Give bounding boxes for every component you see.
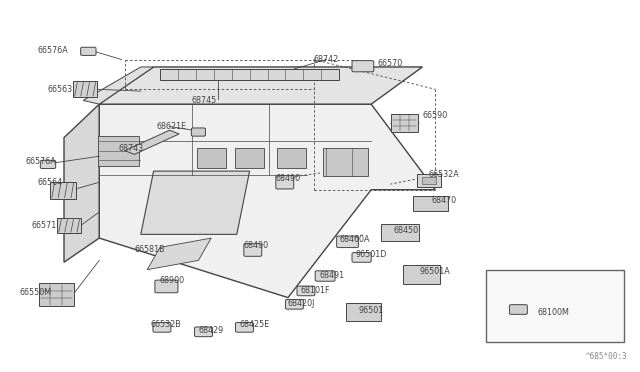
Text: 68900: 68900: [160, 276, 185, 285]
FancyBboxPatch shape: [315, 271, 335, 281]
FancyBboxPatch shape: [155, 280, 178, 293]
FancyBboxPatch shape: [297, 286, 315, 296]
Text: 68490: 68490: [275, 174, 300, 183]
Bar: [413, 196, 449, 211]
Polygon shape: [147, 238, 211, 270]
FancyBboxPatch shape: [40, 160, 56, 169]
Polygon shape: [64, 104, 99, 262]
Bar: [236, 148, 264, 168]
FancyBboxPatch shape: [195, 327, 212, 337]
FancyBboxPatch shape: [352, 61, 374, 72]
Text: 66581B: 66581B: [134, 245, 165, 254]
Bar: [50, 182, 76, 199]
FancyBboxPatch shape: [285, 299, 303, 309]
Bar: [417, 174, 441, 187]
FancyBboxPatch shape: [191, 128, 205, 136]
Text: 68745: 68745: [192, 96, 217, 105]
Text: 66590: 66590: [422, 111, 447, 120]
Text: 68450: 68450: [394, 226, 419, 235]
Text: 96501D: 96501D: [355, 250, 387, 259]
Polygon shape: [141, 171, 250, 234]
Bar: [422, 176, 436, 184]
Bar: [57, 218, 81, 233]
Bar: [403, 265, 440, 284]
FancyBboxPatch shape: [236, 323, 253, 332]
Bar: [391, 114, 418, 132]
Text: 68429: 68429: [198, 326, 223, 335]
Polygon shape: [99, 67, 422, 104]
Text: 66576A: 66576A: [37, 46, 68, 55]
Text: 68742: 68742: [314, 55, 339, 64]
Polygon shape: [99, 104, 435, 298]
FancyBboxPatch shape: [352, 253, 371, 262]
FancyBboxPatch shape: [81, 47, 96, 55]
Text: ^685*00:3: ^685*00:3: [586, 352, 627, 361]
Bar: [486, 270, 624, 342]
Bar: [160, 69, 339, 80]
Text: 66532A: 66532A: [429, 170, 460, 179]
Polygon shape: [125, 130, 179, 154]
Bar: [346, 303, 381, 321]
Text: 68100M: 68100M: [538, 308, 570, 317]
Text: 66571: 66571: [32, 221, 57, 230]
Text: 68420J: 68420J: [288, 299, 316, 308]
Text: 68101F: 68101F: [301, 286, 330, 295]
Text: 66576A: 66576A: [26, 157, 56, 166]
Text: 66564: 66564: [37, 178, 62, 187]
Bar: [38, 283, 74, 306]
Text: 68743: 68743: [118, 144, 143, 153]
Text: 68490: 68490: [243, 241, 268, 250]
FancyBboxPatch shape: [276, 176, 294, 189]
Text: 68621E: 68621E: [157, 122, 187, 131]
FancyBboxPatch shape: [337, 236, 358, 248]
Text: 96501A: 96501A: [419, 267, 450, 276]
FancyBboxPatch shape: [509, 305, 527, 314]
Text: 68491: 68491: [320, 271, 345, 280]
Bar: [381, 224, 419, 241]
Bar: [73, 81, 97, 97]
Bar: [197, 148, 226, 168]
Text: 66563: 66563: [48, 85, 73, 94]
Text: 68425E: 68425E: [240, 320, 270, 329]
FancyBboxPatch shape: [153, 323, 171, 332]
Text: 68470: 68470: [432, 196, 457, 205]
Text: 66570: 66570: [378, 59, 403, 68]
Polygon shape: [83, 67, 154, 104]
Text: 66550M: 66550M: [19, 288, 51, 296]
Text: 66532B: 66532B: [150, 320, 181, 329]
Bar: [97, 136, 140, 166]
Text: 96501: 96501: [358, 306, 383, 315]
Bar: [277, 148, 306, 168]
FancyBboxPatch shape: [244, 244, 262, 256]
Text: 68460A: 68460A: [339, 235, 370, 244]
Bar: [323, 148, 368, 176]
